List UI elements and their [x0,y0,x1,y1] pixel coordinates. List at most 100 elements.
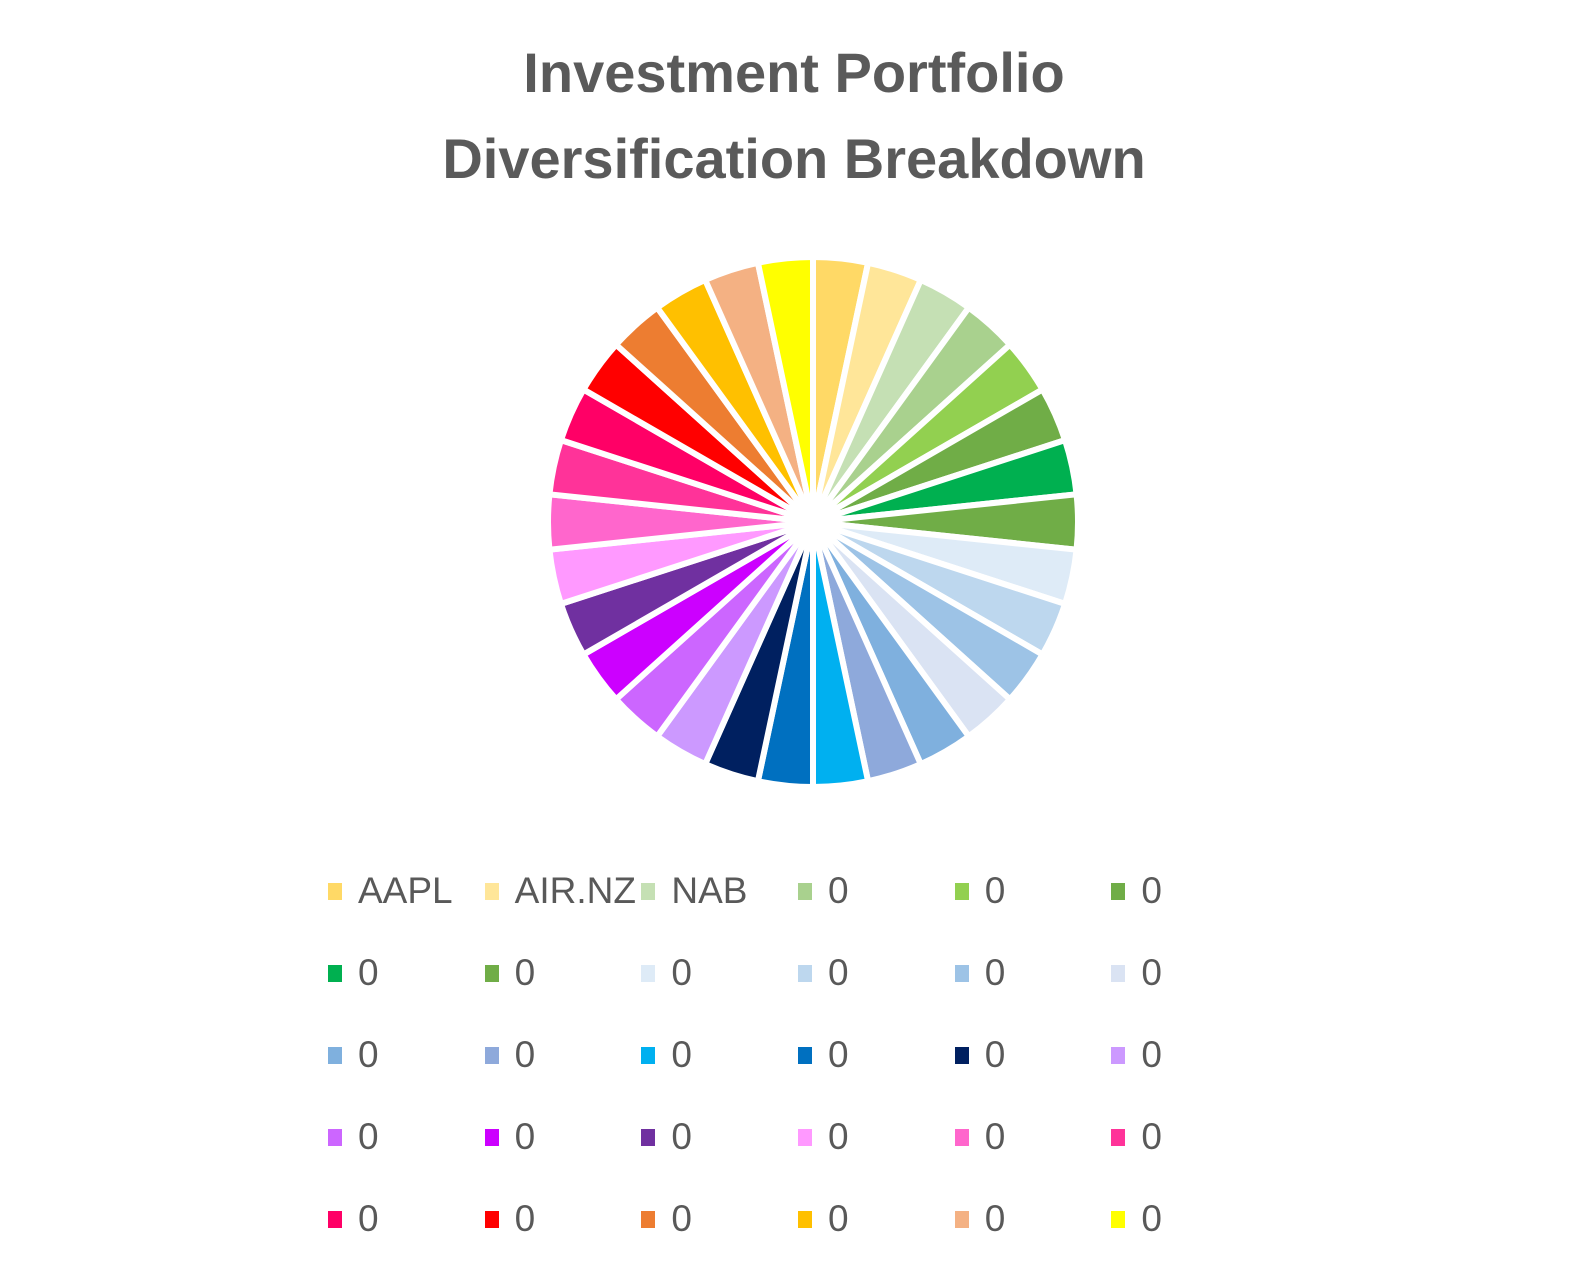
legend-item-2: NAB [641,870,798,912]
legend-swatch [484,1046,499,1064]
chart-title: Investment Portfolio Diversification Bre… [0,30,1588,202]
chart-title-line-2: Diversification Breakdown [442,127,1146,190]
legend-item-20: 0 [641,1116,798,1158]
legend-item-29: 0 [1111,1198,1268,1240]
legend-label: 0 [1141,870,1162,911]
legend-swatch [328,882,342,900]
legend-swatch [328,1046,342,1064]
legend-swatch [641,1210,656,1228]
legend-swatch [798,1128,813,1146]
legend-item-17: 0 [1111,1034,1268,1076]
legend-row: 0 0 0 0 0 0 [328,1178,1268,1260]
legend-item-10: 0 [954,952,1112,994]
legend-swatch [1111,1128,1126,1146]
legend-item-27: 0 [798,1198,955,1240]
legend-item-14: 0 [641,1034,798,1076]
legend-swatch [484,964,499,982]
legend-label: 0 [358,952,379,993]
legend-swatch [954,1210,969,1228]
pie-slices [545,254,1081,790]
legend-item-13: 0 [484,1034,642,1076]
legend-label: 0 [514,1116,536,1157]
legend-label: 0 [828,952,849,993]
legend-swatch [1111,964,1126,982]
legend-item-28: 0 [954,1198,1112,1240]
legend-item-26: 0 [641,1198,798,1240]
legend-label: AIR.NZ [514,870,636,911]
legend-label: NAB [671,870,748,911]
legend-swatch [328,964,342,982]
legend-swatch [641,1128,656,1146]
legend-swatch [328,1128,342,1146]
legend-label: 0 [1141,1198,1162,1239]
legend-item-12: 0 [328,1034,485,1076]
legend-item-3: 0 [798,870,955,912]
legend-label: 0 [984,1034,1006,1075]
legend-label: 0 [984,952,1006,993]
legend-label: 0 [358,1034,379,1075]
legend-label: 0 [671,1116,692,1157]
legend-swatch [641,1046,656,1064]
legend-row: 0 0 0 0 0 0 [328,932,1268,1014]
legend-label: 0 [1141,1116,1162,1157]
pie-slice-29 [754,254,816,525]
legend-swatch [641,882,656,900]
legend-swatch [798,1210,813,1228]
chart-title-line-1: Investment Portfolio [523,41,1065,104]
legend-item-0: AAPL [328,870,485,912]
chart-legend: AAPL AIR.NZ NAB 0 0 0 0 0 0 0 0 0 0 0 0 0 0 0 0 0 0 0 0 0 0 0 0 0 0 0 [328,850,1268,1260]
legend-item-23: 0 [1111,1116,1268,1158]
legend-swatch [1111,1046,1126,1064]
legend-swatch [484,1128,499,1146]
legend-label: 0 [984,1116,1006,1157]
legend-label: 0 [828,870,849,911]
legend-item-11: 0 [1111,952,1268,994]
legend-swatch [954,882,969,900]
legend-label: AAPL [358,870,453,911]
legend-row: 0 0 0 0 0 0 [328,1096,1268,1178]
legend-label: 0 [828,1116,849,1157]
legend-label: 0 [1141,952,1162,993]
legend-row: AAPL AIR.NZ NAB 0 0 0 [328,850,1268,932]
legend-item-22: 0 [954,1116,1112,1158]
legend-label: 0 [984,1198,1006,1239]
legend-swatch [954,964,969,982]
legend-item-7: 0 [484,952,642,994]
legend-item-15: 0 [798,1034,955,1076]
legend-swatch [1111,882,1126,900]
legend-swatch [484,1210,499,1228]
legend-swatch [484,882,499,900]
legend-item-4: 0 [954,870,1112,912]
legend-swatch [798,1046,813,1064]
legend-label: 0 [514,952,536,993]
legend-item-9: 0 [798,952,955,994]
legend-item-8: 0 [641,952,798,994]
legend-item-24: 0 [328,1198,485,1240]
legend-item-1: AIR.NZ [484,870,642,912]
legend-label: 0 [358,1198,379,1239]
legend-item-25: 0 [484,1198,642,1240]
legend-label: 0 [828,1034,849,1075]
legend-swatch [641,964,656,982]
legend-label: 0 [358,1116,379,1157]
legend-swatch [954,1128,969,1146]
legend-label: 0 [1141,1034,1162,1075]
legend-item-5: 0 [1111,870,1268,912]
legend-swatch [798,882,813,900]
legend-label: 0 [984,870,1006,911]
legend-swatch [954,1046,969,1064]
legend-label: 0 [514,1198,536,1239]
legend-label: 0 [828,1198,849,1239]
legend-item-16: 0 [954,1034,1112,1076]
legend-label: 0 [671,952,692,993]
legend-item-6: 0 [328,952,485,994]
legend-row: 0 0 0 0 0 0 [328,1014,1268,1096]
legend-label: 0 [671,1198,692,1239]
legend-swatch [798,964,813,982]
legend-item-19: 0 [484,1116,642,1158]
legend-label: 0 [514,1034,536,1075]
legend-item-21: 0 [798,1116,955,1158]
legend-item-18: 0 [328,1116,485,1158]
legend-label: 0 [671,1034,692,1075]
